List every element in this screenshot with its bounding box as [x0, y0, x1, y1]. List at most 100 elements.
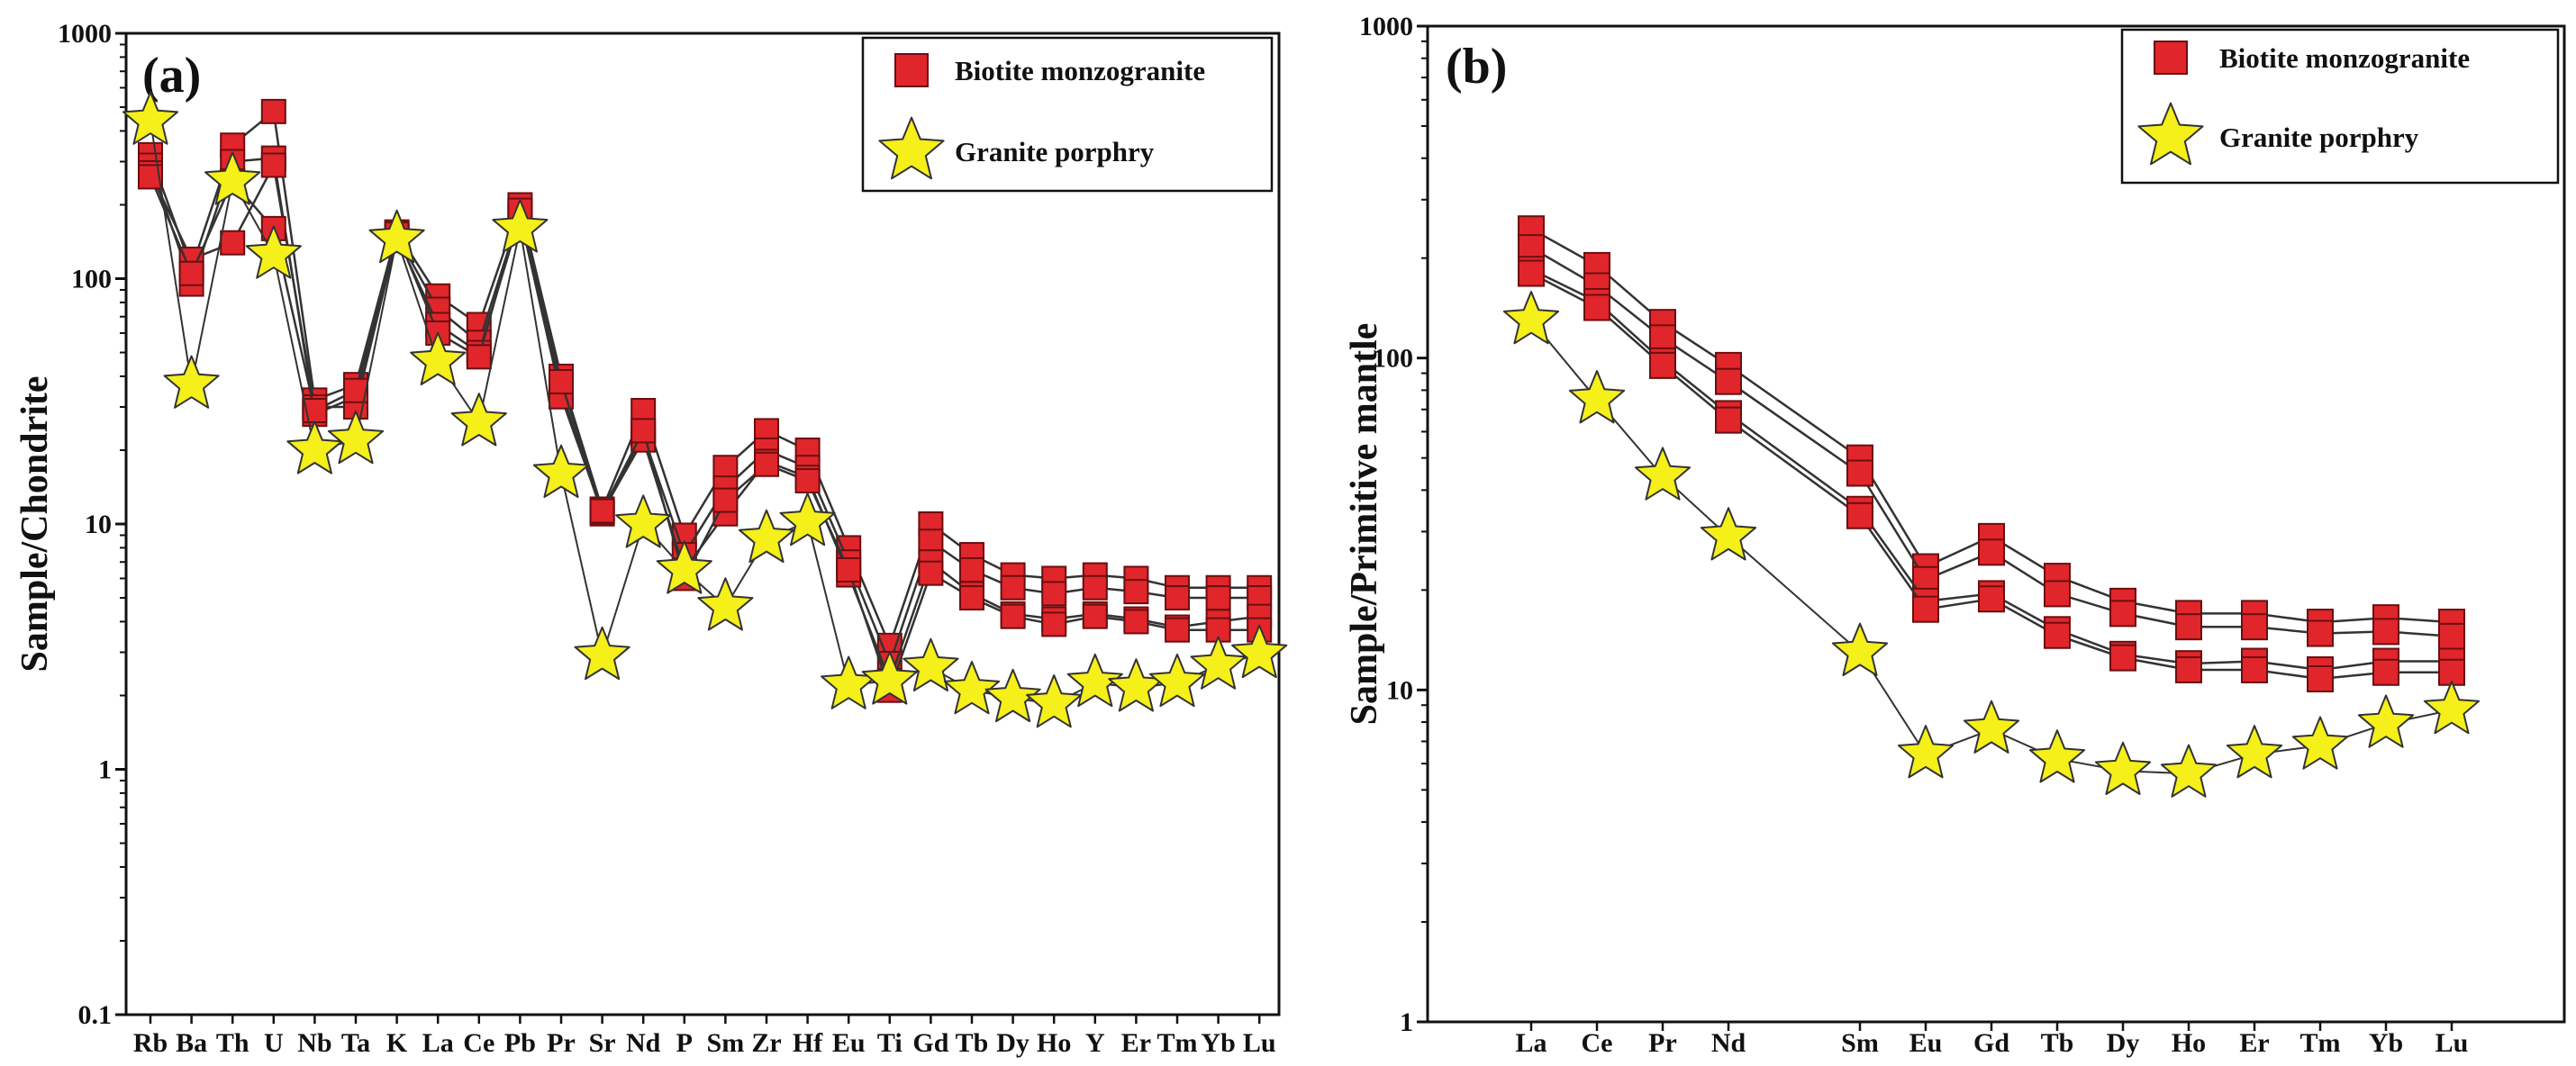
panel-a-legend-box — [861, 36, 1274, 193]
y-tick-label: 1 — [98, 755, 112, 785]
y-tick-label: 10 — [1386, 675, 1413, 705]
series-line — [149, 157, 1260, 667]
series-line — [1530, 247, 2453, 638]
square-point-er — [2241, 613, 2268, 641]
star-point-ce — [450, 393, 507, 447]
x-tick-label-gd: Gd — [912, 1028, 948, 1058]
y-tick-label: 1 — [1400, 1007, 1413, 1037]
square-point-ba — [178, 260, 204, 286]
square-point-tb — [2044, 580, 2071, 608]
y-tick-label: 0.1 — [78, 1000, 113, 1030]
y-tick-label: 100 — [71, 265, 112, 294]
square-point-yb — [1205, 585, 1231, 611]
square-point-y — [1082, 574, 1108, 601]
square-point-ce — [466, 344, 492, 370]
star-point-eu — [821, 655, 877, 709]
series-granite-porphry — [122, 91, 1288, 728]
star-point-eu — [1897, 725, 1955, 779]
star-point-er — [1108, 658, 1165, 712]
square-point-tb — [959, 556, 984, 583]
square-point-tb — [2044, 621, 2071, 649]
legend-label-granite-porphry: Granite porphry — [2219, 122, 2419, 153]
series-biotite-monzogranite-4 — [138, 164, 1273, 703]
x-tick-label-zr: Zr — [751, 1028, 781, 1058]
square-point-zr — [754, 451, 779, 477]
x-tick-label-ta: Ta — [341, 1028, 370, 1058]
panel-b-legend: Biotite monzogranite Granite porphry — [2120, 28, 2560, 185]
star-point-la — [410, 331, 467, 385]
square-point-dy — [1000, 603, 1026, 629]
legend-star-marker — [878, 116, 945, 180]
x-tick-label-ho: Ho — [1037, 1028, 1071, 1058]
x-tick-label-ba: Ba — [176, 1028, 207, 1058]
star-point-pr — [532, 444, 590, 498]
star-point-sr — [574, 626, 630, 681]
x-tick-label-lu: Lu — [1243, 1028, 1276, 1058]
x-tick-label-pr: Pr — [547, 1028, 576, 1058]
x-tick-label-nd: Nd — [626, 1028, 661, 1058]
x-tick-label-k: K — [386, 1028, 408, 1058]
star-point-ho — [1026, 674, 1083, 728]
series-line — [149, 176, 1260, 694]
x-tick-label-lu: Lu — [2435, 1028, 2469, 1058]
square-point-gd — [918, 560, 944, 586]
x-tick-label-eu: Eu — [1909, 1028, 1943, 1058]
x-tick-label-ce: Ce — [1582, 1028, 1613, 1058]
x-tick-label-ho: Ho — [2172, 1028, 2206, 1058]
x-tick-label-la: La — [422, 1028, 454, 1058]
square-point-nd — [630, 418, 657, 444]
panel-b-primitive-mantle-plot: (b) Sample/Primitive mantle 1 10 100 1000 L… — [1344, 12, 2566, 1058]
square-point-sm — [1846, 501, 1873, 529]
square-point-u — [260, 98, 286, 124]
panel-b-plot-frame — [1426, 24, 2566, 1024]
star-point-y — [1066, 653, 1123, 708]
square-point-er — [2241, 655, 2268, 683]
panel-b-series — [1502, 215, 2481, 798]
x-tick-label-u: U — [264, 1028, 284, 1058]
x-tick-label-ti: Ti — [877, 1028, 903, 1058]
x-tick-label-dy: Dy — [2107, 1028, 2140, 1058]
star-point-p — [656, 540, 712, 594]
series-line — [149, 109, 1260, 649]
star-point-ce — [1568, 370, 1626, 424]
panel-a-series — [122, 91, 1288, 728]
panel-b-label: (b) — [1446, 39, 1507, 95]
square-point-gd — [1978, 538, 2005, 566]
square-point-dy — [2109, 600, 2136, 628]
panel-a-y-ticks: 0.1 1 10 100 1000 — [58, 19, 126, 1030]
y-tick-label: 1000 — [58, 19, 112, 49]
star-point-pr — [1634, 447, 1692, 501]
square-point-eu — [1912, 595, 1939, 623]
panel-b-y-axis-label: Sample/Primitive mantle — [1344, 323, 1385, 726]
series-biotite-monzogranite-1 — [1518, 215, 2465, 637]
star-point-zr — [738, 509, 795, 564]
x-tick-label-sr: Sr — [589, 1028, 616, 1058]
square-point-tm — [1165, 617, 1190, 643]
panel-a-y-axis-label: Sample/Chondrite — [14, 375, 56, 672]
x-tick-label-rb: Rb — [133, 1028, 168, 1058]
square-point-tm — [1165, 585, 1190, 611]
series-biotite-monzogranite-4 — [1518, 259, 2465, 693]
square-point-th — [220, 230, 246, 256]
square-point-sm — [712, 455, 739, 481]
x-tick-label-pb: Pb — [504, 1028, 536, 1058]
square-point-lu — [2438, 622, 2465, 650]
square-point-sr — [589, 498, 615, 524]
star-point-tb — [2028, 729, 2086, 783]
square-point-nd — [1715, 406, 1742, 434]
square-point-yb — [2372, 618, 2399, 646]
legend-label-biotite-monzogranite: Biotite monzogranite — [955, 55, 1205, 86]
star-point-tm — [2291, 716, 2349, 770]
square-point-nd — [1715, 367, 1742, 395]
x-tick-label-yb: Yb — [2369, 1028, 2403, 1058]
star-point-rb — [122, 91, 179, 145]
star-point-yb — [2357, 694, 2415, 748]
x-tick-label-pr: Pr — [1648, 1028, 1677, 1058]
x-tick-label-ce: Ce — [463, 1028, 494, 1058]
square-point-pr — [549, 369, 574, 395]
star-point-yb — [1190, 636, 1247, 690]
star-point-sm — [1831, 622, 1889, 676]
square-point-yb — [2372, 658, 2399, 686]
